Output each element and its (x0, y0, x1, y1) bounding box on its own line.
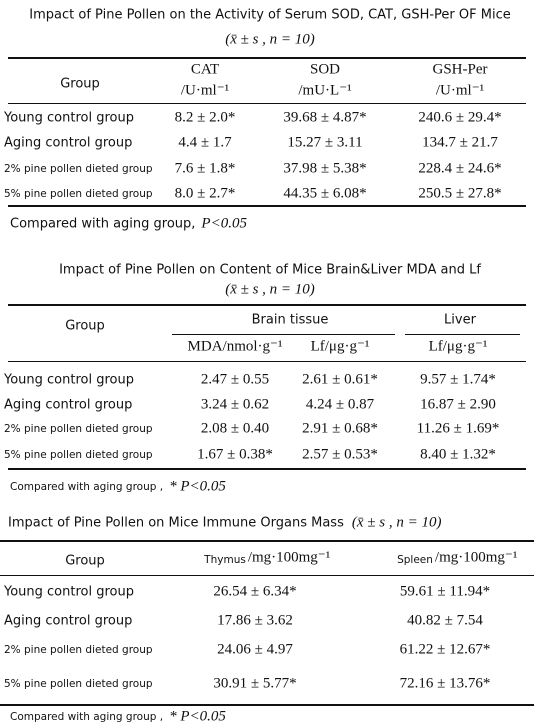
cell-value: 39.68 ± 4.87* (283, 109, 367, 126)
column-unit: /U·ml⁻¹ (180, 82, 230, 99)
cell-value: 72.16 ± 13.76* (399, 675, 491, 692)
cell-value: 2.61 ± 0.61* (302, 371, 378, 388)
cell-value: 24.06 ± 4.97 (217, 641, 293, 658)
table-rule (8, 103, 526, 104)
cell-value: 1.67 ± 0.38* (197, 446, 273, 463)
table-subtitle: (x̄ ± s , n = 10) (351, 514, 442, 531)
column-header: Group (65, 318, 105, 334)
table-rule (8, 205, 526, 207)
group-name: Young control group (4, 584, 134, 600)
cell-value: 37.98 ± 5.38* (283, 160, 367, 177)
cell-value: 2.08 ± 0.40 (200, 420, 270, 437)
cell-value: 15.27 ± 3.11 (287, 134, 363, 151)
group-name: Young control group (4, 110, 134, 126)
cell-value: 134.7 ± 21.7 (422, 134, 498, 151)
cell-value: 61.22 ± 12.67* (399, 641, 491, 658)
column-unit: /mU·L⁻¹ (298, 82, 352, 99)
cell-value: 16.87 ± 2.90 (420, 396, 496, 413)
table-rule (8, 361, 526, 362)
column-header: Thymus (204, 553, 246, 566)
column-group-header: Liver (444, 312, 476, 328)
cell-value: 7.6 ± 1.8* (174, 160, 236, 177)
cell-value: 44.35 ± 6.08* (283, 185, 367, 202)
footnote: Compared with aging group , (10, 710, 164, 723)
group-name: 2% pine pollen dieted group (4, 422, 153, 435)
group-name: Aging control group (4, 135, 133, 151)
group-name: 2% pine pollen dieted group (4, 643, 153, 656)
table-rule (172, 334, 395, 335)
footnote: Compared with aging group, (10, 216, 196, 232)
table-title: Impact of Pine Pollen on Content of Mice… (59, 262, 481, 278)
table-rule (8, 57, 526, 59)
column-header: Lf/μg·g⁻¹ (428, 338, 488, 355)
significance: P<0.05 (201, 215, 247, 232)
column-header: Group (65, 553, 105, 569)
cell-value: 2.47 ± 0.55 (200, 371, 270, 388)
group-name: Aging control group (4, 613, 133, 629)
cell-value: 228.4 ± 24.6* (418, 160, 502, 177)
column-unit: /U·ml⁻¹ (435, 82, 485, 99)
cell-value: 17.86 ± 3.62 (217, 612, 293, 629)
column-header: GSH-Per (432, 61, 488, 78)
column-group-header: Brain tissue (251, 312, 329, 328)
column-header: MDA/nmol·g⁻¹ (187, 338, 283, 355)
cell-value: 30.91 ± 5.77* (213, 675, 297, 692)
cell-value: 3.24 ± 0.62 (200, 396, 270, 413)
cell-value: 59.61 ± 11.94* (399, 583, 491, 600)
cell-value: 250.5 ± 27.8* (418, 185, 502, 202)
cell-value: 40.82 ± 7.54 (407, 612, 483, 629)
column-header: Lf/μg·g⁻¹ (310, 338, 370, 355)
table-rule (8, 304, 526, 306)
table-title: Impact of Pine Pollen on the Activity of… (29, 7, 511, 23)
group-name: 5% pine pollen dieted group (4, 448, 153, 461)
group-name: 2% pine pollen dieted group (4, 162, 153, 175)
table-subtitle: (x̄ ± s , n = 10) (225, 281, 315, 298)
cell-value: 8.0 ± 2.7* (174, 185, 236, 202)
significance: * P<0.05 (169, 478, 226, 495)
column-header: Spleen (397, 553, 433, 566)
table-rule (0, 575, 534, 576)
table-rule (405, 334, 520, 335)
cell-value: 240.6 ± 29.4* (418, 109, 502, 126)
significance: * P<0.05 (169, 708, 226, 725)
column-unit: /mg·100mg⁻¹ (247, 549, 331, 566)
group-name: 5% pine pollen dieted group (4, 677, 153, 690)
cell-value: 4.4 ± 1.7 (178, 134, 232, 151)
cell-value: 2.57 ± 0.53* (302, 446, 378, 463)
table-rule (8, 468, 526, 470)
table-rule (0, 540, 534, 542)
cell-value: 26.54 ± 6.34* (213, 583, 297, 600)
cell-value: 2.91 ± 0.68* (302, 420, 378, 437)
cell-value: 9.57 ± 1.74* (420, 371, 496, 388)
column-header: SOD (309, 61, 341, 78)
column-header: Group (60, 76, 100, 92)
cell-value: 11.26 ± 1.69* (416, 420, 500, 437)
cell-value: 8.2 ± 2.0* (174, 109, 236, 126)
footnote: Compared with aging group , (10, 480, 164, 493)
table-title: Impact of Pine Pollen on Mice Immune Org… (8, 515, 344, 531)
column-unit: /mg·100mg⁻¹ (434, 549, 518, 566)
table-rule (0, 704, 534, 706)
group-name: 5% pine pollen dieted group (4, 187, 153, 200)
cell-value: 8.40 ± 1.32* (420, 446, 496, 463)
cell-value: 4.24 ± 0.87 (305, 396, 375, 413)
table-subtitle: (x̄ ± s , n = 10) (225, 31, 315, 48)
group-name: Aging control group (4, 397, 133, 413)
column-header: CAT (190, 61, 220, 78)
group-name: Young control group (4, 372, 134, 388)
